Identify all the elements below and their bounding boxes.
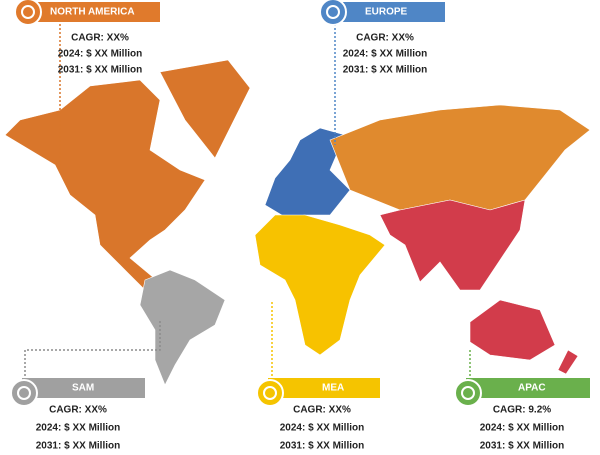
cagr: CAGR: XX% [356,33,414,44]
value-2031: 2031: $ XX Million [343,65,427,76]
region-name: NORTH AMERICA [50,7,135,18]
value-2024: 2024: $ XX Million [343,49,427,60]
icon [461,386,475,400]
icon [263,386,277,400]
value-2031: 2031: $ XX Million [58,65,142,76]
region-name: SAM [72,383,94,394]
value-2031: 2031: $ XX Million [480,441,564,452]
icon [14,0,42,26]
value-2031: 2031: $ XX Million [36,441,120,452]
australia [469,299,556,361]
icon [326,5,340,19]
region-name: APAC [518,383,546,394]
connector [24,320,161,376]
cagr: CAGR: XX% [71,33,129,44]
africa [254,214,386,356]
asia [329,104,591,211]
new-zealand [557,349,579,375]
icon [10,379,38,407]
cagr: CAGR: 9.2% [493,405,551,416]
value-2024: 2024: $ XX Million [280,423,364,434]
banner [30,2,160,22]
world-map [4,59,591,386]
icon [17,386,31,400]
banner [466,378,590,398]
north-america [4,79,206,291]
banner [330,2,445,22]
value-2024: 2024: $ XX Million [480,423,564,434]
icon [256,379,284,407]
cagr: CAGR: XX% [293,405,351,416]
cagr: CAGR: XX% [49,405,107,416]
south-america [139,269,226,386]
apac [379,199,526,291]
icon [319,0,347,26]
region-name: EUROPE [365,7,408,18]
region-name: MEA [322,383,344,394]
value-2031: 2031: $ XX Million [280,441,364,452]
icon [454,379,482,407]
value-2024: 2024: $ XX Million [36,423,120,434]
banner [22,378,145,398]
icon [21,5,35,19]
north-america [159,59,251,159]
banner [268,378,380,398]
value-2024: 2024: $ XX Million [58,49,142,60]
